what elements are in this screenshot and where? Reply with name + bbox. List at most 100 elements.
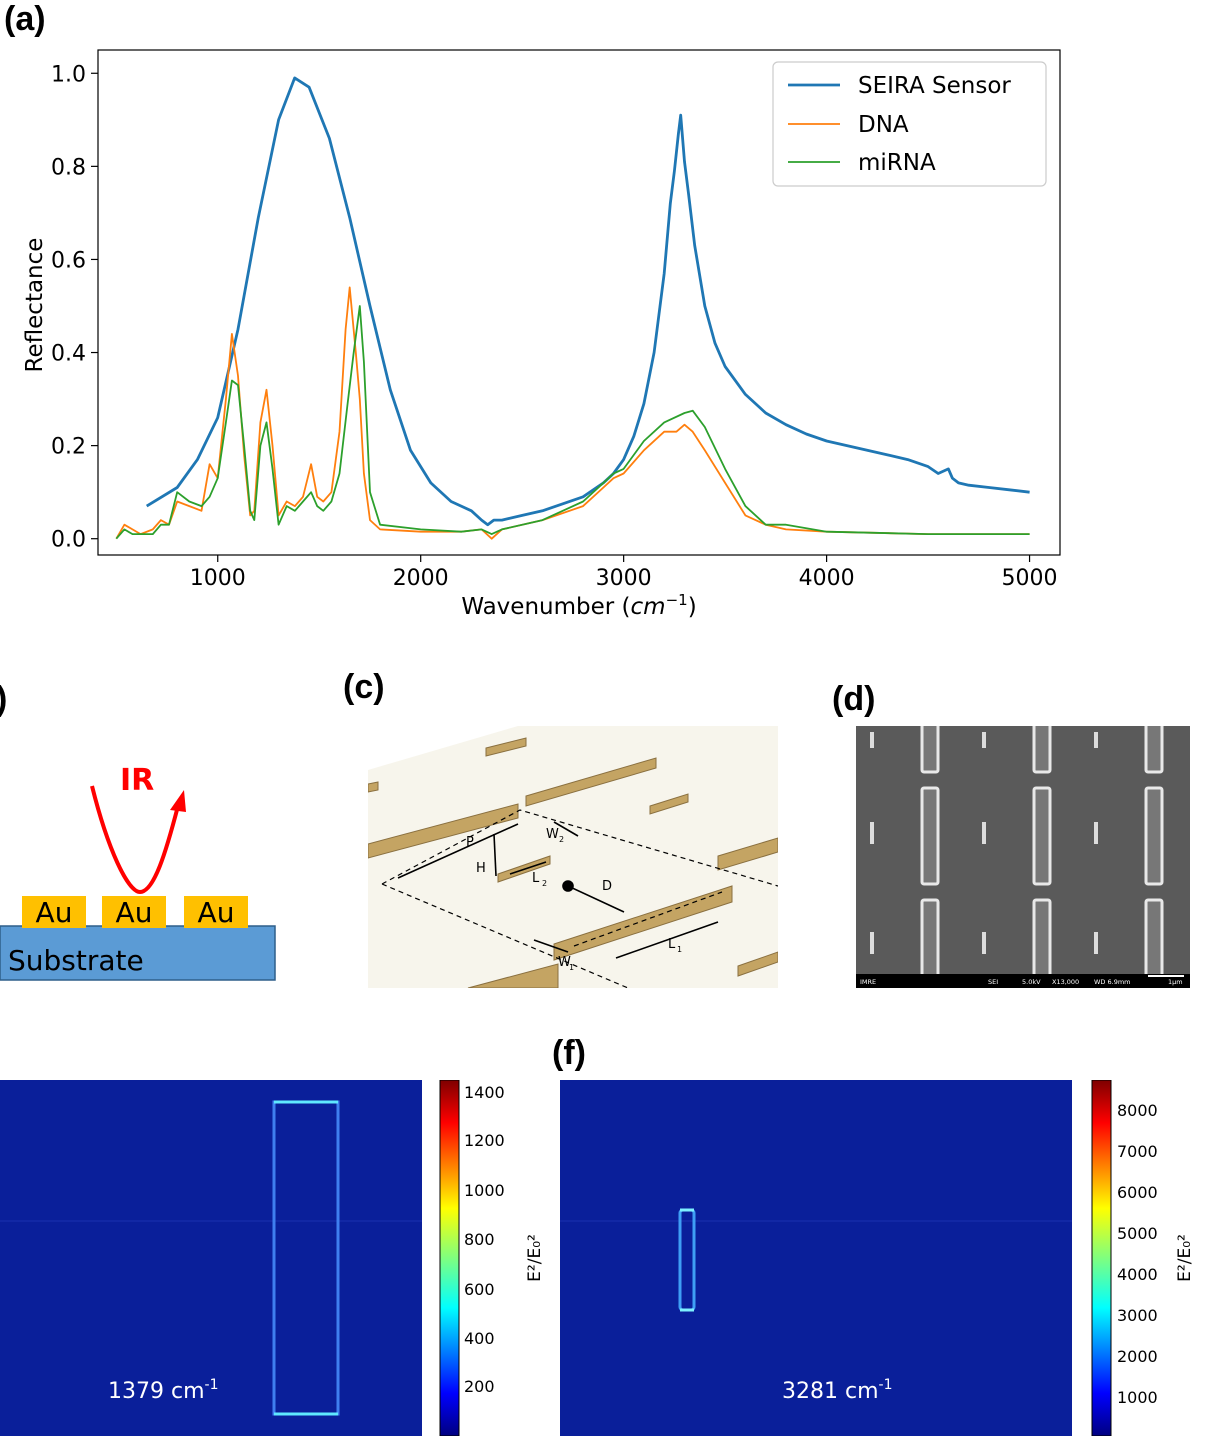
field-f-colorbar-label: E²/E₀²	[1175, 1234, 1195, 1282]
field-e-tick: 400	[464, 1329, 495, 1348]
legend: SEIRA Sensor DNA miRNA	[772, 61, 1047, 187]
field-e-tick: 800	[464, 1230, 495, 1249]
field-map-1379: 1379 cm-1 1400 1200 1000 800 600 400 200…	[0, 1080, 545, 1436]
label-l2: L	[532, 871, 540, 886]
field-f-tick: 8000	[1117, 1101, 1158, 1120]
field-e-tick: 1400	[464, 1083, 505, 1102]
field-map-f-background	[560, 1080, 1072, 1436]
field-f-wavenumber: 3281 cm-1	[782, 1377, 892, 1404]
field-f-colorbar-ticks: 8000 7000 6000 5000 4000 3000 2000 1000	[1117, 1101, 1158, 1407]
au-label-2: Au	[116, 896, 153, 929]
sem-scale-bar	[1148, 975, 1184, 977]
panel-label-a: (a)	[4, 0, 46, 38]
legend-box	[772, 61, 1047, 187]
sem-footer-scale: 1μm	[1168, 978, 1183, 986]
field-e-tick: 1000	[464, 1181, 505, 1200]
substrate-block	[0, 925, 276, 981]
sem-footer-voltage: 5.0kV	[1022, 978, 1041, 986]
label-l2-sub: 2	[542, 879, 547, 888]
field-e-colorbar-ticks: 1400 1200 1000 800 600 400 200	[464, 1083, 505, 1396]
label-p: P	[466, 835, 474, 850]
field-map-3281: 3281 cm-1 8000 7000 6000 5000 4000 3000 …	[560, 1080, 1195, 1436]
legend-label-dna: DNA	[858, 112, 909, 138]
ir-beam-path	[90, 785, 180, 895]
series-line-dna	[115, 286, 1030, 540]
y-tick-label: 0.0	[51, 528, 86, 553]
diagram-background	[368, 726, 778, 988]
y-tick-label: 1.0	[51, 62, 86, 87]
antenna-bars	[368, 737, 778, 988]
label-d: D	[602, 879, 612, 894]
series-layer	[115, 76, 1030, 540]
series-line-mirna	[115, 305, 1030, 540]
y-tick-label: 0.4	[51, 342, 86, 367]
label-l1: L	[668, 937, 676, 952]
x-axis: 1000 2000 3000 4000 5000	[190, 555, 1058, 591]
label-w2: W	[546, 827, 559, 842]
sem-footer-detector: SEI	[988, 978, 998, 986]
y-axis-label: Reflectance	[22, 238, 48, 373]
x-tick-label: 5000	[1002, 566, 1058, 591]
label-h: H	[476, 861, 486, 876]
field-e-colorbar	[439, 1080, 460, 1436]
label-w2-sub: 2	[559, 835, 564, 844]
reflectance-chart: 1000 2000 3000 4000 5000 0.00.20.40.60.81.0 …	[22, 49, 1061, 620]
panel-label-d: (d)	[832, 680, 876, 718]
field-e-colorbar-label: E²/E₀²	[525, 1234, 545, 1282]
ir-label: IR	[120, 763, 154, 798]
y-tick-label: 0.6	[51, 248, 86, 273]
y-tick-label: 0.8	[51, 155, 86, 180]
field-f-tick: 2000	[1117, 1347, 1158, 1366]
x-tick-label: 4000	[799, 566, 855, 591]
field-map-e-background	[0, 1080, 422, 1436]
panel-label-f: (f)	[552, 1034, 586, 1072]
field-f-tick: 6000	[1117, 1183, 1158, 1202]
reflection-schematic: Substrate Au Au Au IR	[0, 763, 276, 981]
series-line-seira-sensor	[145, 76, 1030, 527]
sem-footer-wd: WD 6.9mm	[1094, 978, 1131, 986]
label-w1: W	[558, 955, 571, 970]
panel-label-c: (c)	[343, 668, 385, 706]
label-l1-sub: 1	[677, 945, 682, 954]
y-tick-label: 0.2	[51, 435, 86, 460]
legend-label-seira: SEIRA Sensor	[858, 73, 1011, 99]
plot-frame	[97, 49, 1061, 556]
y-axis: 0.0 0.2 0.4 0.6 0.8 1.0	[51, 62, 98, 553]
sem-footer-bar	[856, 974, 1190, 988]
substrate-label: Substrate	[8, 944, 144, 977]
sem-long-bars	[920, 726, 1164, 986]
au-label-1: Au	[36, 896, 73, 929]
sem-footer-text: IMRE SEI 5.0kV X13,000 WD 6.9mm 1μm	[860, 978, 1183, 986]
au-pad-1	[22, 896, 86, 928]
x-tick-label: 1000	[190, 566, 246, 591]
field-f-tick: 5000	[1117, 1224, 1158, 1243]
nanoantenna-diagram: P H W 2 L 2 D L 1 W 1	[368, 726, 778, 988]
sem-footer-institute: IMRE	[860, 978, 876, 986]
field-f-tick: 4000	[1117, 1265, 1158, 1284]
field-e-tick: 1200	[464, 1131, 505, 1150]
legend-label-mirna: miRNA	[858, 150, 936, 176]
x-tick-label: 2000	[393, 566, 449, 591]
field-e-tick: 600	[464, 1280, 495, 1299]
label-w1-sub: 1	[569, 963, 574, 972]
au-label-3: Au	[198, 896, 235, 929]
field-f-tick: 3000	[1117, 1306, 1158, 1325]
au-pad-2	[102, 896, 166, 928]
field-e-wavenumber: 1379 cm-1	[108, 1377, 218, 1404]
dimension-arrows	[397, 821, 719, 959]
field-f-colorbar	[1091, 1080, 1112, 1436]
dimension-labels: P H W 2 L 2 D L 1 W 1	[466, 827, 682, 972]
ir-arrowhead	[170, 790, 186, 812]
x-tick-label: 3000	[596, 566, 652, 591]
unit-cell-outline	[381, 809, 778, 988]
field-f-tick: 1000	[1117, 1388, 1158, 1407]
field-e-tick: 200	[464, 1377, 495, 1396]
sem-image: IMRE SEI 5.0kV X13,000 WD 6.9mm 1μm	[856, 726, 1190, 988]
panel-label-b: )	[0, 680, 7, 719]
sem-footer-magnification: X13,000	[1052, 978, 1079, 986]
sem-short-bars	[870, 732, 1098, 954]
sem-background	[856, 726, 1190, 988]
au-pad-3	[184, 896, 248, 928]
field-f-tick: 7000	[1117, 1142, 1158, 1161]
x-axis-label: Wavenumber (cm−1)	[461, 591, 696, 620]
